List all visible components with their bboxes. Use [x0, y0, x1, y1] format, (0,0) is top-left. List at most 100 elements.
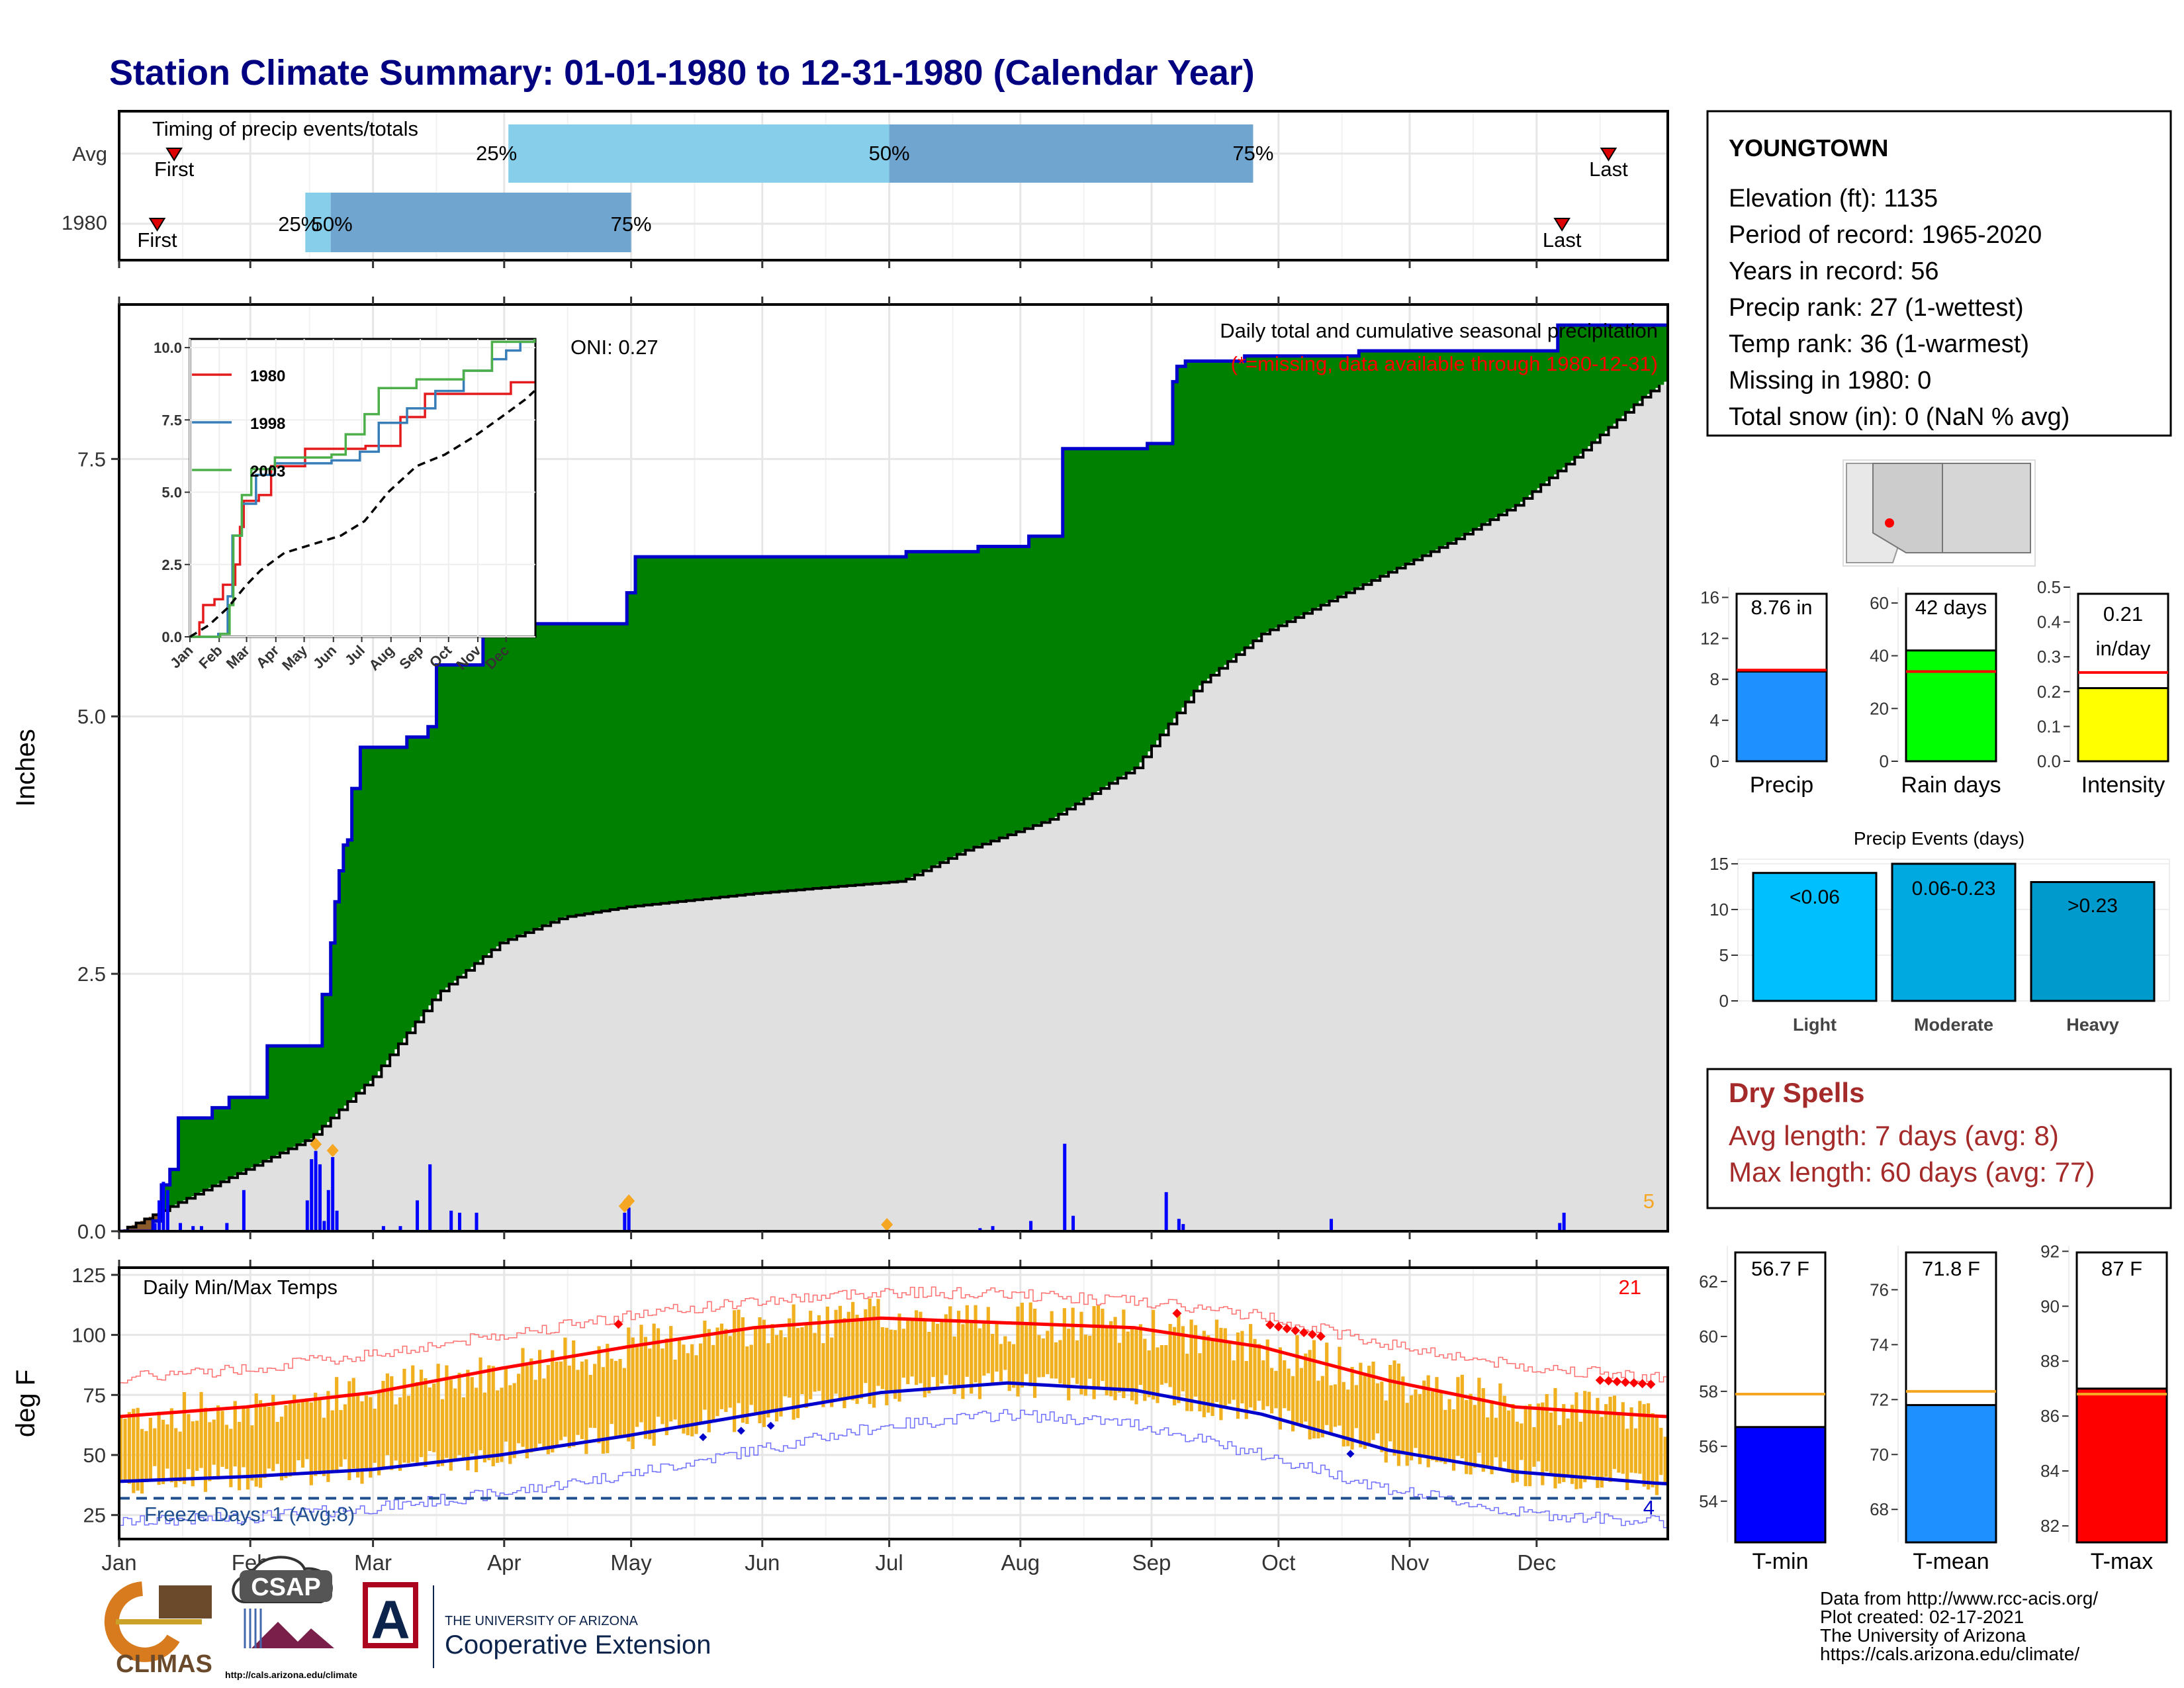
season-precip-caption: Precip	[1750, 773, 1813, 798]
daily-temp-bar	[944, 1314, 948, 1376]
mini-ytick-label: 60	[1699, 1327, 1718, 1346]
daily-temp-bar	[537, 1350, 542, 1444]
precip-departure-slice	[1451, 351, 1457, 541]
season-tmax-caption: T-max	[2091, 1549, 2153, 1574]
dry-spells-avg: Avg length: 7 days (avg: 8)	[1729, 1120, 2059, 1151]
precip-departure-slice	[199, 1117, 205, 1192]
daily-precip-bar	[398, 1226, 402, 1231]
precip-departure-slice	[1473, 351, 1479, 530]
precip-departure-slice	[347, 839, 353, 1102]
precip-departure-slice	[238, 1097, 243, 1174]
daily-temp-bar	[1283, 1360, 1287, 1409]
daily-temp-bar	[445, 1365, 449, 1458]
precip-departure-slice	[419, 737, 425, 1017]
record-high-marker	[1629, 1378, 1639, 1388]
precip-departure-slice	[1037, 536, 1042, 824]
precip-departure-slice	[834, 557, 839, 887]
precip-departure-slice	[1101, 448, 1106, 789]
precip-departure-slice	[1109, 448, 1115, 784]
daily-temp-bar	[601, 1367, 606, 1454]
footer-line-4: https://cals.arizona.edu/climate/	[1820, 1644, 2079, 1664]
inset-legend-2003: 2003	[250, 463, 285, 481]
daily-temp-bar	[449, 1380, 453, 1471]
precip-departure-slice	[195, 1117, 201, 1194]
daily-temp-bar	[1405, 1403, 1409, 1466]
record-low-marker	[1346, 1450, 1355, 1458]
daily-temp-bar	[470, 1377, 474, 1454]
daily-temp-bar	[1430, 1391, 1435, 1461]
precip-departure-slice	[293, 1046, 298, 1147]
daily-temp-bar	[1451, 1409, 1456, 1471]
precip-departure-slice	[1024, 546, 1030, 829]
daily-precip-bar	[314, 1150, 318, 1231]
daily-temp-bar	[220, 1411, 224, 1467]
precip-departure-slice	[1261, 355, 1267, 634]
daily-temp-bar	[326, 1391, 330, 1482]
daily-temp-bar	[212, 1419, 216, 1465]
daily-temp-bar	[593, 1364, 597, 1429]
daily-temp-bar	[982, 1323, 986, 1376]
precip-departure-slice	[559, 624, 565, 919]
daily-temp-bar	[774, 1335, 779, 1422]
daily-precip-bar	[978, 1228, 982, 1231]
record-low-count: 4	[1643, 1496, 1655, 1519]
precip-departure-slice	[385, 747, 390, 1060]
precip-departure-slice	[635, 557, 641, 906]
record-high-marker	[1604, 1376, 1614, 1386]
precip-departure-slice	[140, 1221, 146, 1231]
daily-precip-bar	[305, 1200, 309, 1231]
footer-line-3: The University of Arizona	[1820, 1625, 2026, 1646]
daily-temp-bar	[1439, 1391, 1443, 1462]
daily-temp-bar	[461, 1397, 466, 1460]
daily-temp-bar	[457, 1372, 461, 1456]
precip-departure-slice	[1477, 351, 1482, 527]
precip-departure-slice	[174, 1169, 179, 1205]
daily-temp-bar	[1113, 1317, 1117, 1401]
season-tmax-label: 87 F	[2101, 1257, 2142, 1280]
mini-ytick-label: 0	[1710, 751, 1719, 771]
precip-departure-slice	[1320, 355, 1326, 606]
precip-departure-slice	[1240, 361, 1246, 651]
daily-temp-bar	[1502, 1395, 1506, 1462]
precip-departure-slice	[1160, 444, 1165, 735]
daily-temp-bar	[669, 1326, 673, 1422]
climas-text: CLIMAS	[116, 1650, 212, 1678]
record-low-marker	[699, 1433, 707, 1442]
daily-temp-bar	[965, 1305, 969, 1377]
precip-departure-slice	[250, 1097, 255, 1168]
precip-departure-slice	[1283, 355, 1288, 624]
precip-departure-slice	[296, 1046, 302, 1145]
daily-temp-bar	[238, 1422, 242, 1491]
daily-temp-bar	[1007, 1341, 1011, 1391]
precip-departure-slice	[1380, 351, 1385, 577]
precip-panel: 0.0 2.5 5.0 7.5 Inches Daily total and cumu…	[11, 260, 1669, 1268]
precip-departure-slice	[940, 551, 945, 863]
precip-departure-slice	[246, 1097, 251, 1170]
precip-departure-slice	[1621, 325, 1626, 416]
daily-temp-bar	[1524, 1405, 1527, 1487]
mini-ytick-label: 90	[2040, 1296, 2060, 1316]
daily-temp-bar	[1249, 1324, 1253, 1408]
precip-departure-slice	[572, 624, 577, 916]
daily-temp-bar	[187, 1414, 191, 1470]
daily-temp-bar	[1320, 1376, 1324, 1438]
mini-ytick-label: 68	[1870, 1499, 1889, 1519]
precip-departure-slice	[1392, 351, 1398, 571]
daily-temp-bar	[119, 1417, 123, 1480]
events-ytick-label: 5	[1719, 945, 1729, 965]
precip-departure-slice	[542, 624, 547, 926]
precip-departure-slice	[1460, 351, 1465, 537]
precip-departure-slice	[203, 1117, 209, 1190]
daily-temp-bar	[195, 1421, 199, 1471]
precip-departure-slice	[457, 665, 463, 978]
precip-departure-slice	[394, 747, 399, 1050]
precip-departure-slice	[1295, 355, 1300, 618]
daily-temp-bar	[1270, 1368, 1274, 1414]
precip-departure-slice	[986, 546, 991, 843]
precip-departure-slice	[377, 747, 383, 1072]
daily-precip-bar	[165, 1190, 169, 1231]
daily-precip-bar	[449, 1210, 453, 1231]
precip-departure-slice	[1138, 448, 1144, 763]
daily-temp-bar	[1189, 1319, 1193, 1411]
daily-precip-bar	[326, 1190, 330, 1231]
